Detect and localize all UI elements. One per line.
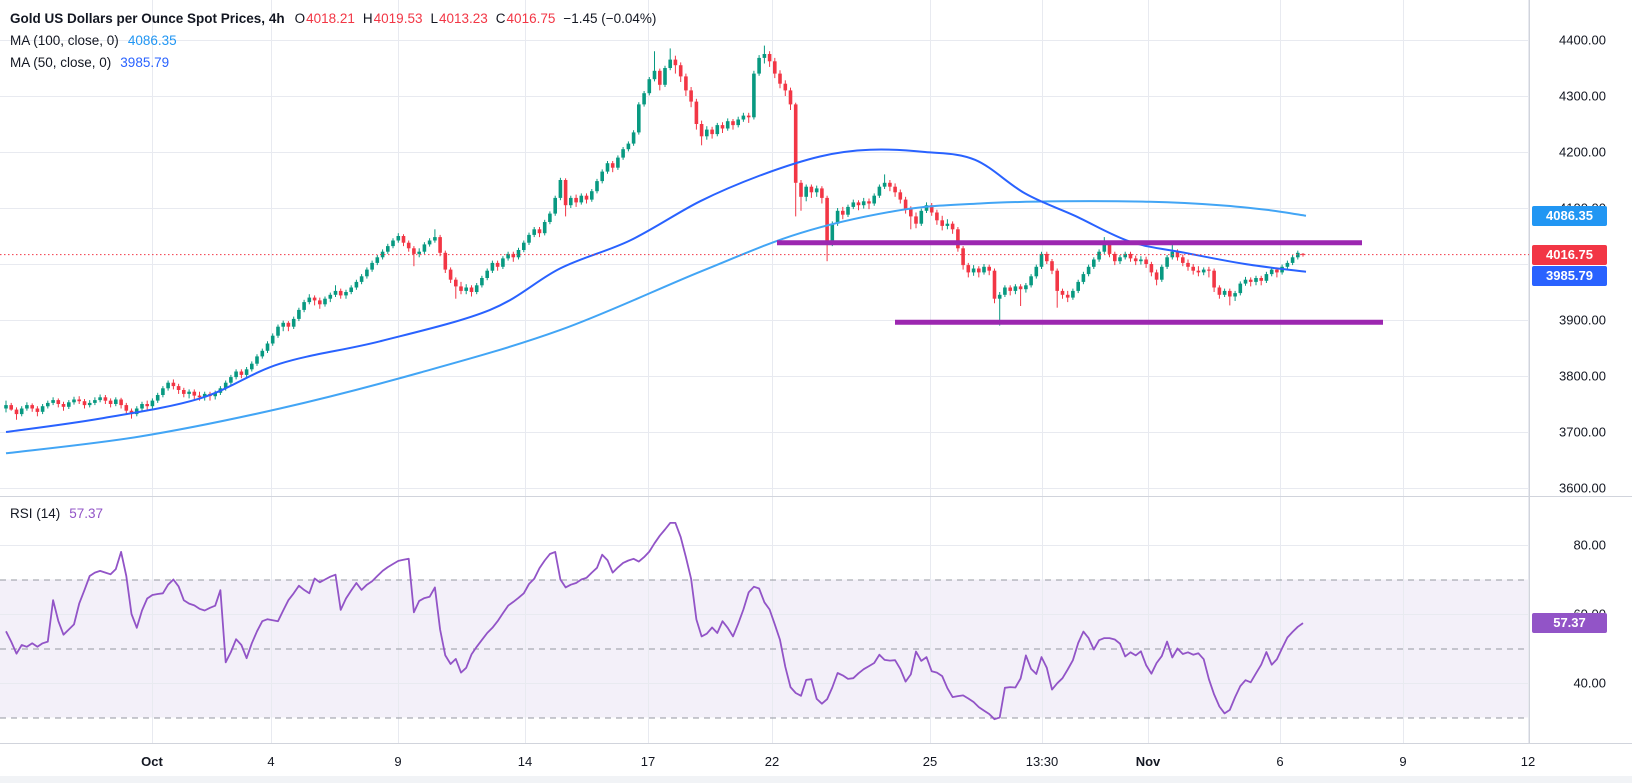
ma50-value: 3985.79 [120, 55, 170, 70]
bottom-strip [0, 776, 1632, 783]
price-axis-label: 4400.00 [1559, 33, 1606, 48]
open-value: 4018.21 [306, 11, 355, 26]
rsi-line [5, 522, 1304, 721]
symbol-title: Gold US Dollars per Ounce Spot Prices, 4… [10, 11, 285, 26]
close-label: C [495, 11, 506, 26]
change-value: −1.45 (−0.04%) [563, 11, 657, 26]
open-label: O [294, 11, 306, 26]
price-badge-last-price: 4016.75 [1532, 244, 1607, 265]
time-axis-label: 9 [1399, 754, 1406, 769]
low-value: 4013.23 [438, 11, 488, 26]
time-axis-label: 25 [923, 754, 937, 769]
rsi-axis-label: 80.00 [1573, 538, 1606, 553]
price-axis-label: 4300.00 [1559, 89, 1606, 104]
price-axis-label: 3800.00 [1559, 369, 1606, 384]
ma100-label: MA (100, close, 0) [10, 33, 119, 48]
price-badge-ma50: 3985.79 [1532, 266, 1607, 287]
rsi-label: RSI (14) [10, 506, 61, 521]
candlestick-series [4, 45, 1305, 420]
close-value: 4016.75 [506, 11, 556, 26]
high-value: 4019.53 [373, 11, 423, 26]
time-axis-label: 17 [641, 754, 655, 769]
rsi-dashed-levels [0, 579, 1529, 719]
time-axis-label: 13:30 [1026, 754, 1059, 769]
price-axis-label: 4200.00 [1559, 145, 1606, 160]
ma50-label: MA (50, close, 0) [10, 55, 112, 70]
time-axis-label: Nov [1136, 754, 1161, 769]
low-label: L [430, 11, 438, 26]
price-axis-label: 3700.00 [1559, 425, 1606, 440]
price-badge-ma100: 4086.35 [1532, 205, 1607, 226]
time-axis-label: 6 [1276, 754, 1283, 769]
ma100-line [5, 200, 1307, 455]
main-legend: Gold US Dollars per Ounce Spot Prices, 4… [10, 8, 656, 74]
price-axis-label: 3600.00 [1559, 481, 1606, 496]
rsi-legend-row[interactable]: RSI (14) 57.37 [10, 503, 103, 525]
time-axis-label: 12 [1521, 754, 1535, 769]
symbol-legend-row[interactable]: Gold US Dollars per Ounce Spot Prices, 4… [10, 8, 656, 30]
ma50-legend-row[interactable]: MA (50, close, 0) 3985.79 [10, 52, 656, 74]
high-label: H [362, 11, 373, 26]
time-axis-label: 14 [518, 754, 532, 769]
ma50-line [5, 148, 1307, 433]
ma100-value: 4086.35 [127, 33, 177, 48]
price-axis-label: 3900.00 [1559, 313, 1606, 328]
ma100-legend-row[interactable]: MA (100, close, 0) 4086.35 [10, 30, 656, 52]
rsi-axis-label: 40.00 [1573, 676, 1606, 691]
time-axis-label: Oct [141, 754, 163, 769]
rsi-value: 57.37 [69, 506, 104, 521]
rsi-badge: 57.37 [1532, 613, 1607, 634]
gridlines [0, 0, 1529, 743]
time-axis-label: 9 [394, 754, 401, 769]
rsi-legend: RSI (14) 57.37 [10, 503, 103, 525]
time-axis-label: 4 [267, 754, 274, 769]
time-axis-label: 22 [765, 754, 779, 769]
